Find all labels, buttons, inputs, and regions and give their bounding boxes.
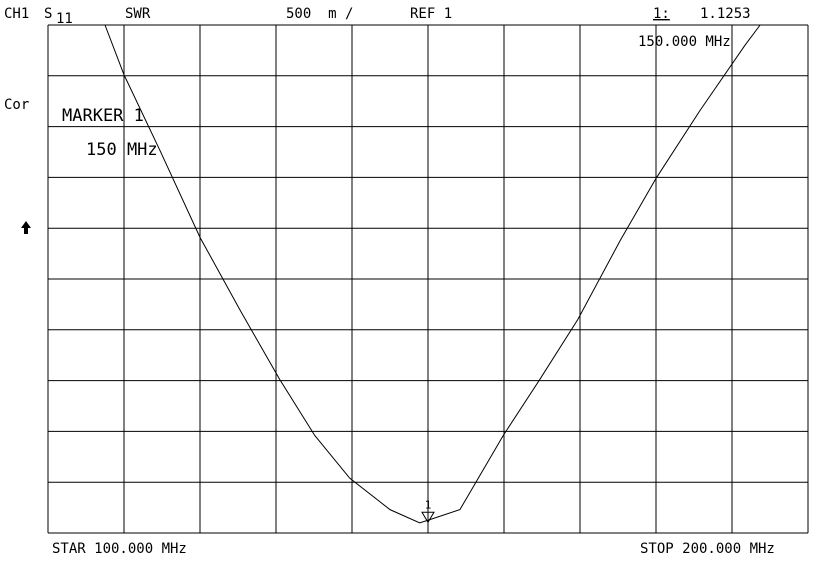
- marker-freq: 150.000 MHz: [638, 34, 731, 50]
- param: S: [44, 6, 52, 22]
- marker-id: 1:: [653, 6, 670, 22]
- marker-triangle: [421, 511, 435, 524]
- ref: REF 1: [410, 6, 452, 22]
- start-freq: STAR 100.000 MHz: [52, 541, 187, 557]
- ref-arrow: [21, 221, 31, 234]
- format: SWR: [125, 6, 151, 22]
- marker-value: 1.1253: [700, 6, 751, 22]
- trace: [104, 24, 761, 524]
- cor: Cor: [4, 97, 29, 113]
- scale: 500 m /: [286, 6, 353, 22]
- channel: CH1: [4, 6, 29, 22]
- marker-freq-box: 150 MHz: [86, 140, 158, 160]
- marker-title: MARKER 1: [62, 106, 144, 126]
- param-sub: 11: [56, 11, 73, 27]
- marker-label: 1: [425, 498, 432, 511]
- stop-freq: STOP 200.000 MHz: [640, 541, 775, 557]
